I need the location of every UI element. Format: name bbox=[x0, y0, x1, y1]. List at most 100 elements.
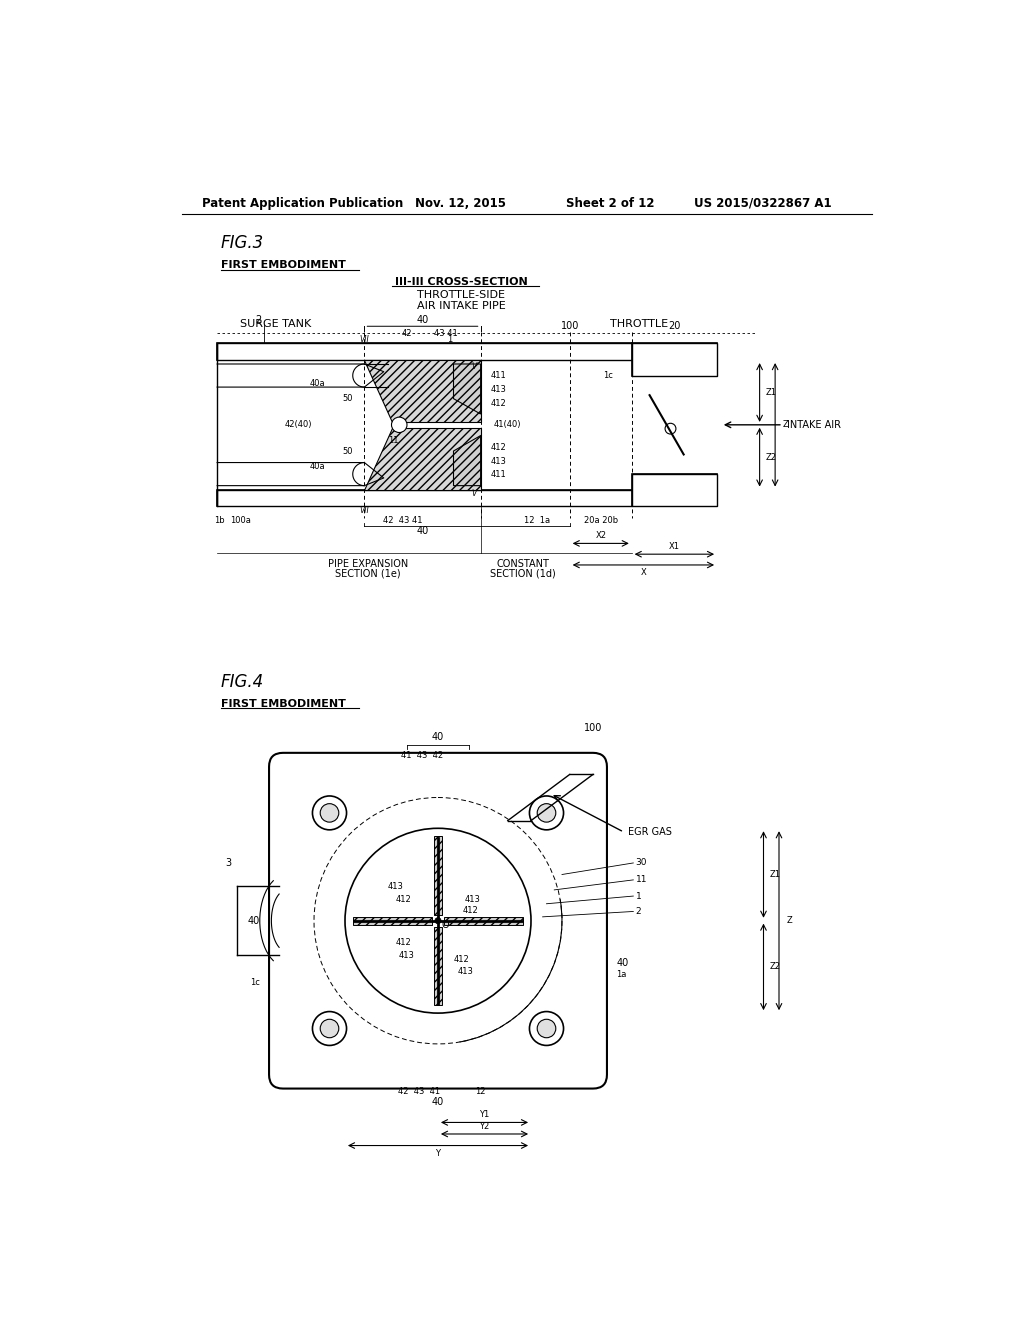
Text: 40: 40 bbox=[432, 733, 444, 742]
Text: Z: Z bbox=[783, 420, 788, 429]
Text: 412: 412 bbox=[454, 954, 469, 964]
Text: 413: 413 bbox=[490, 385, 507, 393]
Text: 11: 11 bbox=[388, 436, 398, 445]
Text: 3: 3 bbox=[225, 858, 231, 869]
Text: O: O bbox=[442, 920, 450, 929]
Bar bbox=[632, 343, 717, 376]
Text: 1c: 1c bbox=[250, 978, 260, 987]
Circle shape bbox=[435, 917, 441, 924]
Text: 12  1a: 12 1a bbox=[524, 516, 550, 525]
Text: 100: 100 bbox=[584, 723, 602, 733]
Polygon shape bbox=[454, 364, 480, 414]
Text: Sheet 2 of 12: Sheet 2 of 12 bbox=[566, 197, 654, 210]
Text: 1a: 1a bbox=[616, 970, 627, 979]
Text: 50: 50 bbox=[342, 395, 352, 403]
Text: 40: 40 bbox=[248, 916, 260, 925]
Text: Y: Y bbox=[435, 1148, 440, 1158]
Text: 41(40): 41(40) bbox=[494, 420, 521, 429]
Text: 413: 413 bbox=[387, 882, 403, 891]
Circle shape bbox=[665, 424, 676, 434]
Text: Patent Application Publication: Patent Application Publication bbox=[202, 197, 402, 210]
Text: 40a: 40a bbox=[310, 462, 326, 471]
Text: FIG.4: FIG.4 bbox=[221, 673, 264, 690]
Text: 413: 413 bbox=[399, 950, 415, 960]
Text: 40: 40 bbox=[417, 315, 429, 325]
Polygon shape bbox=[434, 836, 442, 915]
Text: 411: 411 bbox=[490, 470, 507, 479]
Text: 100: 100 bbox=[560, 321, 579, 331]
Text: FIG.3: FIG.3 bbox=[221, 234, 264, 252]
Text: PIPE EXPANSION: PIPE EXPANSION bbox=[328, 558, 409, 569]
Circle shape bbox=[529, 1011, 563, 1045]
Text: Y1: Y1 bbox=[479, 1110, 489, 1119]
Polygon shape bbox=[365, 360, 480, 422]
Text: 412: 412 bbox=[490, 399, 507, 408]
Text: VII: VII bbox=[359, 506, 370, 515]
Text: 2: 2 bbox=[255, 315, 261, 325]
Polygon shape bbox=[444, 917, 523, 924]
Text: 50: 50 bbox=[342, 446, 352, 455]
Text: V: V bbox=[472, 488, 477, 498]
Text: SECTION (1e): SECTION (1e) bbox=[336, 568, 401, 578]
Text: Y2: Y2 bbox=[479, 1122, 489, 1131]
Bar bbox=[632, 474, 717, 507]
Text: X: X bbox=[640, 568, 646, 577]
Circle shape bbox=[391, 417, 407, 433]
Circle shape bbox=[538, 804, 556, 822]
Bar bbox=[217, 490, 632, 507]
Text: 412: 412 bbox=[463, 907, 478, 915]
Text: 42  43 41: 42 43 41 bbox=[383, 516, 423, 525]
Text: FIRST EMBODIMENT: FIRST EMBODIMENT bbox=[221, 698, 346, 709]
Text: 413: 413 bbox=[457, 968, 473, 975]
Text: 40: 40 bbox=[432, 1097, 444, 1107]
Text: VII: VII bbox=[359, 335, 370, 343]
Text: 20a 20b: 20a 20b bbox=[584, 516, 617, 525]
Text: Z1: Z1 bbox=[770, 870, 780, 879]
Polygon shape bbox=[365, 428, 480, 490]
Text: 412: 412 bbox=[490, 442, 507, 451]
Text: AIR INTAKE PIPE: AIR INTAKE PIPE bbox=[417, 301, 506, 312]
Circle shape bbox=[321, 1019, 339, 1038]
Text: 43 41: 43 41 bbox=[434, 330, 458, 338]
Bar bbox=[632, 343, 717, 376]
Text: 413: 413 bbox=[465, 895, 481, 904]
Bar bbox=[217, 490, 632, 507]
Text: Z2: Z2 bbox=[770, 962, 780, 972]
Text: 1: 1 bbox=[447, 335, 453, 343]
Polygon shape bbox=[352, 917, 432, 924]
Text: EGR GAS: EGR GAS bbox=[628, 828, 672, 837]
Text: 1: 1 bbox=[636, 891, 641, 900]
Text: 40a: 40a bbox=[310, 379, 326, 388]
Text: 40: 40 bbox=[417, 527, 429, 536]
Text: THROTTLE-SIDE: THROTTLE-SIDE bbox=[417, 290, 505, 301]
Text: SECTION (1d): SECTION (1d) bbox=[490, 568, 556, 578]
Circle shape bbox=[321, 804, 339, 822]
Circle shape bbox=[312, 796, 346, 830]
Bar bbox=[217, 343, 632, 360]
Text: FIRST EMBODIMENT: FIRST EMBODIMENT bbox=[221, 260, 346, 269]
Text: 413: 413 bbox=[490, 457, 507, 466]
Text: Z2: Z2 bbox=[766, 453, 777, 462]
Text: Z: Z bbox=[786, 916, 793, 925]
Text: Nov. 12, 2015: Nov. 12, 2015 bbox=[415, 197, 506, 210]
Bar bbox=[217, 343, 632, 360]
Text: 412: 412 bbox=[395, 895, 411, 904]
Bar bbox=[632, 474, 717, 507]
Text: 12: 12 bbox=[475, 1088, 485, 1096]
Text: 2: 2 bbox=[636, 907, 641, 916]
Text: 41  43  42: 41 43 42 bbox=[401, 751, 443, 760]
Text: 11: 11 bbox=[636, 875, 647, 884]
Text: INTAKE AIR: INTAKE AIR bbox=[786, 420, 841, 430]
Text: Z1: Z1 bbox=[766, 388, 777, 397]
Text: 20: 20 bbox=[669, 321, 681, 331]
Text: THROTTLE: THROTTLE bbox=[610, 319, 669, 329]
Text: III-III CROSS-SECTION: III-III CROSS-SECTION bbox=[395, 277, 527, 286]
Text: 30: 30 bbox=[636, 858, 647, 867]
Text: US 2015/0322867 A1: US 2015/0322867 A1 bbox=[693, 197, 831, 210]
Text: 1b: 1b bbox=[214, 516, 224, 525]
Polygon shape bbox=[454, 436, 480, 486]
Text: SURGE TANK: SURGE TANK bbox=[240, 319, 311, 329]
Circle shape bbox=[538, 1019, 556, 1038]
Text: X1: X1 bbox=[669, 543, 680, 550]
Text: 42  43  41: 42 43 41 bbox=[397, 1088, 439, 1096]
